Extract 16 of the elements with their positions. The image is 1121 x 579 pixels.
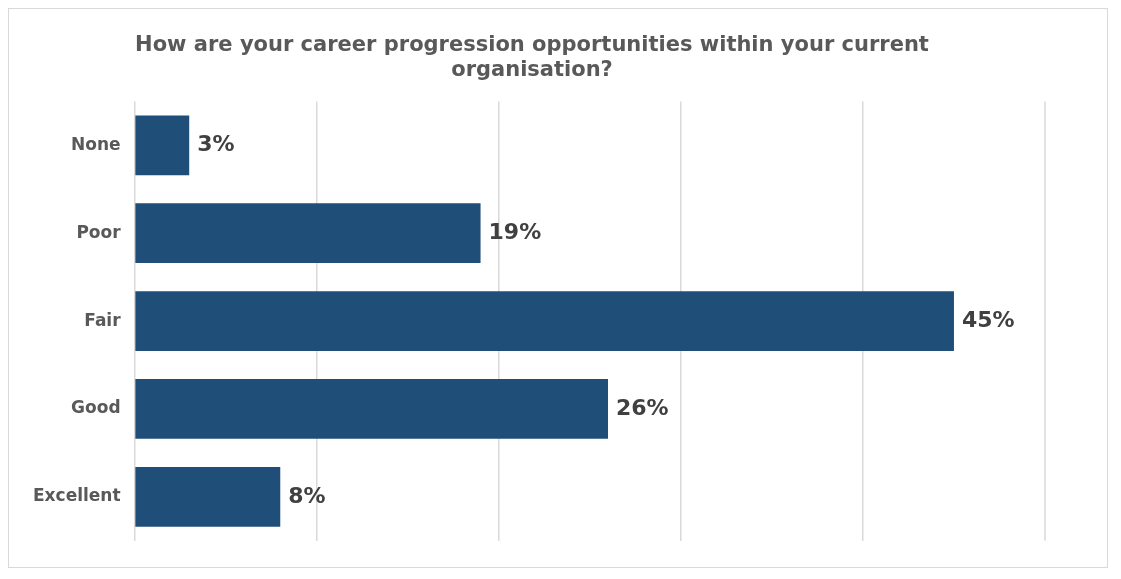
y-tick-label: Excellent [32,485,121,506]
y-tick-label: None [71,133,121,154]
y-tick-label: Good [71,397,121,418]
data-label: 3% [197,131,235,157]
data-label: 26% [616,394,669,420]
y-tick-label: Poor [76,221,122,242]
y-tick-label: Fair [84,309,122,330]
bar [135,291,954,351]
bar [135,379,609,439]
chart-title: How are your career progression opportunities within your current organisation? [135,32,929,82]
bar [135,466,281,527]
data-label: 45% [961,306,1015,332]
bar [135,115,190,176]
data-label: 19% [488,218,542,244]
data-label: 8% [288,482,326,508]
bar [135,203,481,264]
